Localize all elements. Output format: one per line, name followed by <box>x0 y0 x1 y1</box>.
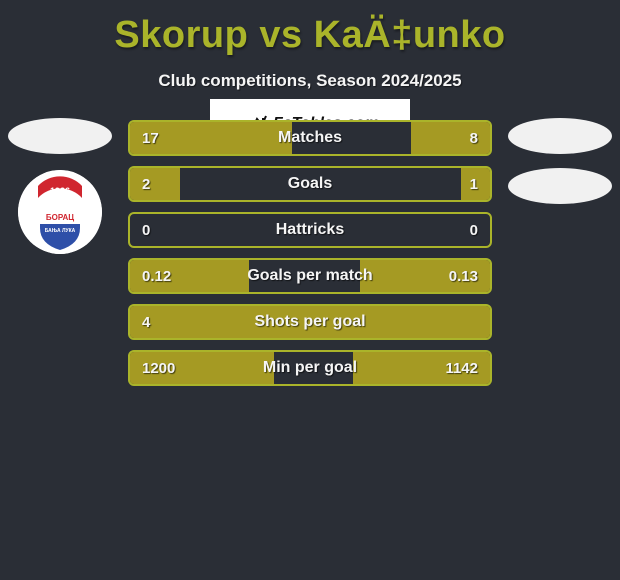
logo-name-2: БАЊА ЛУКА <box>45 228 76 234</box>
stat-value-right: 8 <box>470 122 478 154</box>
stat-label: Goals per match <box>130 260 490 292</box>
left-player-column: 1926 БОРАЦ БАЊА ЛУКА <box>8 118 112 254</box>
club-logo-svg: 1926 БОРАЦ БАЊА ЛУКА <box>18 170 102 254</box>
stat-value-right: 1 <box>470 168 478 200</box>
stat-label: Min per goal <box>130 352 490 384</box>
stat-value-right: 1142 <box>445 352 478 384</box>
logo-name-1: БОРАЦ <box>46 213 74 222</box>
stat-label: Shots per goal <box>130 306 490 338</box>
stat-label: Hattricks <box>130 214 490 246</box>
subtitle: Club competitions, Season 2024/2025 <box>0 71 620 91</box>
stat-value-right: 0 <box>470 214 478 246</box>
logo-year: 1926 <box>50 186 70 196</box>
club-logo-placeholder <box>508 168 612 204</box>
player-photo-placeholder <box>508 118 612 154</box>
stat-row: 17Matches8 <box>128 120 492 156</box>
stat-row: 2Goals1 <box>128 166 492 202</box>
right-player-column <box>508 118 612 218</box>
stat-label: Matches <box>130 122 490 154</box>
page-title: Skorup vs KaÄ‡unko <box>0 0 620 57</box>
stat-label: Goals <box>130 168 490 200</box>
player-photo-placeholder <box>8 118 112 154</box>
stat-row: 0Hattricks0 <box>128 212 492 248</box>
club-logo-borac: 1926 БОРАЦ БАЊА ЛУКА <box>18 170 102 254</box>
stat-row: 1200Min per goal1142 <box>128 350 492 386</box>
stats-table: 17Matches8 2Goals1 0Hattricks0 0.12Goals pe… <box>128 120 492 396</box>
stat-row: 4Shots per goal <box>128 304 492 340</box>
stat-value-right: 0.13 <box>449 260 478 292</box>
stat-row: 0.12Goals per match0.13 <box>128 258 492 294</box>
